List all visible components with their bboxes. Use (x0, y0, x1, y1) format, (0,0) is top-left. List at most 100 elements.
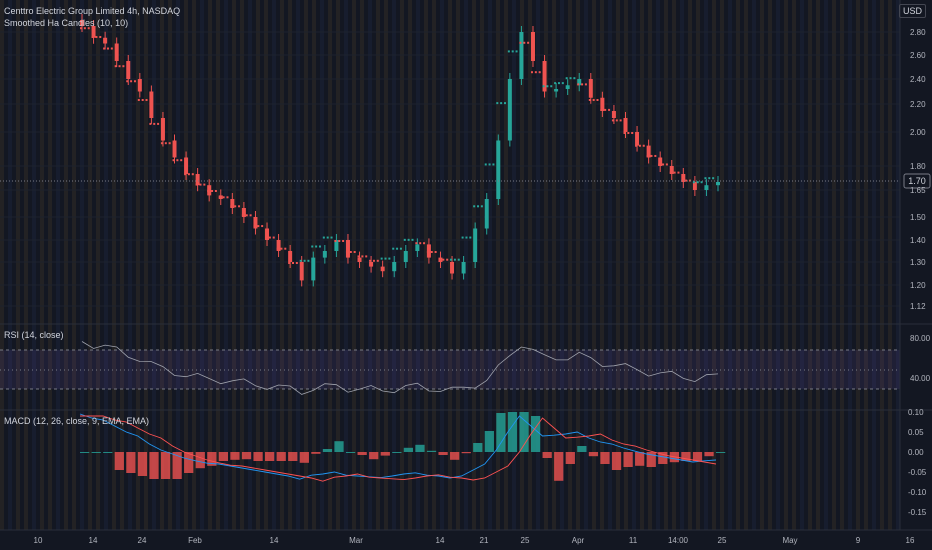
time-tick: 14 (89, 536, 98, 545)
candle-body (230, 199, 235, 208)
last-price-tag (903, 173, 931, 189)
ha-dot (226, 196, 229, 199)
candle-body (149, 91, 154, 118)
session-band (80, 0, 84, 530)
ha-dot (681, 179, 684, 182)
session-band (256, 0, 260, 530)
time-tick: 14:00 (668, 536, 689, 545)
session-band (280, 0, 284, 530)
candle-body (588, 79, 593, 98)
macd-tick: 0.10 (908, 408, 924, 417)
rsi-axis[interactable]: 80.00 40.00 (910, 334, 931, 383)
ha-dot (492, 163, 495, 166)
time-tick: 24 (138, 536, 147, 545)
ha-dot (565, 77, 568, 80)
ha-dot (384, 257, 387, 260)
session-band (112, 0, 116, 530)
ha-dot (453, 258, 456, 261)
ha-dot (241, 214, 244, 217)
macd-bar (322, 449, 333, 452)
session-band (192, 0, 196, 530)
ha-dot (199, 183, 202, 186)
candle-body (415, 244, 420, 251)
macd-bar (276, 452, 286, 461)
session-band (656, 0, 660, 530)
rsi-tick: 40.00 (910, 374, 931, 383)
symbol-legend[interactable]: Centtro Electric Group Limited 4h, NASDA… (4, 6, 181, 16)
time-tick: 10 (34, 536, 43, 545)
candle-body (172, 140, 177, 158)
ha-dot (584, 83, 587, 86)
macd-bar (461, 452, 471, 454)
macd-axis[interactable]: 0.10 0.05 0.00 -0.05 -0.10 -0.15 (908, 408, 927, 517)
ha-dot (253, 225, 256, 228)
session-band (632, 0, 636, 530)
candle-body (496, 140, 501, 199)
currency-badge[interactable]: USD (898, 4, 926, 18)
session-band (776, 0, 780, 530)
ha-dot (438, 258, 441, 261)
session-band (224, 0, 228, 530)
session-band (216, 0, 220, 530)
session-band (320, 0, 324, 530)
ha-dot (80, 27, 82, 30)
candle-body (669, 166, 674, 174)
ha-dot (669, 171, 672, 174)
session-band (272, 0, 276, 530)
session-band (784, 0, 788, 530)
ha-dot (149, 122, 152, 125)
ha-dot (295, 262, 298, 264)
ha-dot (280, 247, 283, 250)
session-band (16, 0, 20, 530)
price-tick: 1.30 (910, 258, 926, 267)
ha-dot (415, 242, 418, 245)
candle-body (241, 208, 246, 217)
ha-dot (103, 47, 106, 50)
ha-dot (658, 163, 661, 166)
session-band (0, 0, 4, 530)
ha-dot (677, 171, 680, 174)
ha-dot (473, 205, 476, 208)
session-band (624, 0, 628, 530)
time-tick: May (782, 536, 797, 545)
indicator-legend[interactable]: Smoothed Ha Candles (10, 10) (4, 18, 129, 28)
ha-dot (137, 99, 140, 101)
ha-dot (480, 205, 483, 208)
session-band (504, 0, 508, 530)
time-tick: 25 (521, 536, 530, 545)
price-axis[interactable]: 2.80 2.60 2.40 2.20 2.00 1.80 1.65 1.50 1.40 1.30… (910, 28, 926, 311)
ha-dot (214, 190, 217, 192)
candle-body (288, 251, 293, 262)
session-band (440, 0, 444, 530)
ha-dot (257, 225, 260, 228)
signal-line (80, 415, 717, 482)
candle-body (542, 61, 547, 92)
session-band (744, 0, 748, 530)
time-tick: 14 (270, 536, 279, 545)
macd-bar (542, 452, 552, 458)
ha-dot (692, 181, 695, 184)
candle-body (299, 262, 304, 281)
ha-dot (326, 236, 329, 239)
ha-dot (411, 238, 414, 241)
session-band (648, 0, 652, 530)
price-tick: 2.00 (910, 128, 926, 137)
ha-dot (504, 102, 506, 105)
ha-dot (369, 259, 372, 262)
session-band (488, 0, 492, 530)
ha-dot (311, 245, 314, 248)
ha-dot (527, 41, 530, 44)
price-tick: 1.12 (910, 302, 926, 311)
candle-body (681, 174, 686, 182)
macd-legend[interactable]: MACD (12, 26, close, 9, EMA, EMA) (4, 416, 150, 426)
candle-body (484, 199, 489, 229)
session-band (136, 0, 140, 530)
session-band (816, 0, 820, 530)
candle-body (392, 262, 397, 272)
time-axis[interactable]: 10 14 24 Feb 14 Mar 14 21 25 Apr 11 14:00 25 May 9 16 (34, 536, 915, 545)
candle-body (369, 262, 374, 267)
ha-dot (500, 102, 503, 105)
ha-dot (184, 173, 187, 176)
rsi-legend[interactable]: RSI (14, close) (4, 330, 64, 340)
